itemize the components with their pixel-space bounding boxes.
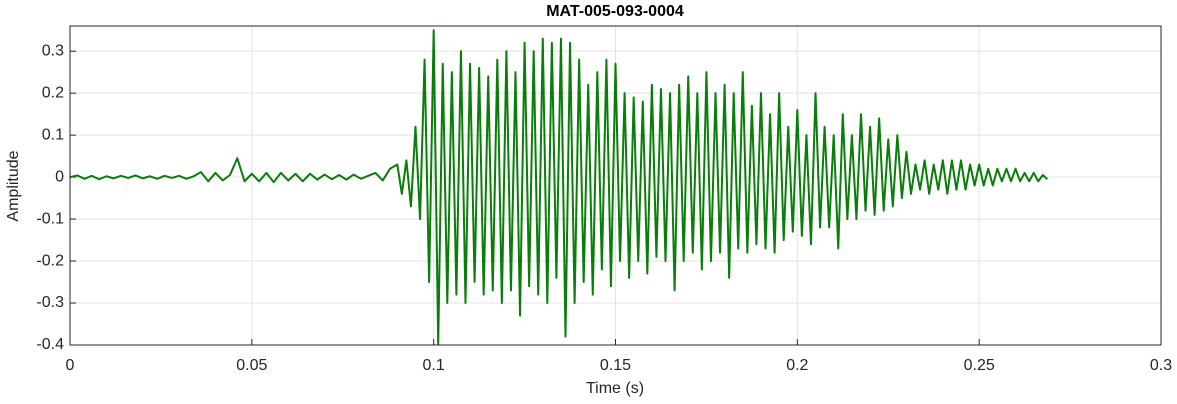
- y-tick-label: 0.3: [42, 42, 64, 59]
- y-tick-label: 0: [55, 168, 64, 185]
- chart-title: MAT-005-093-0004: [546, 3, 684, 20]
- waveform-line: [70, 29, 1049, 345]
- x-tick-label: 0.15: [600, 357, 631, 374]
- x-tick-label: 0.05: [236, 357, 267, 374]
- x-tick-label: 0.1: [423, 357, 445, 374]
- x-tick-label: 0.25: [964, 357, 995, 374]
- plot-frame: [69, 25, 1162, 346]
- y-tick-label: 0.1: [42, 126, 64, 143]
- x-tick-label: 0: [66, 357, 75, 374]
- y-axis-label: Amplitude: [5, 150, 22, 221]
- x-tick-label: 0.3: [1150, 357, 1172, 374]
- x-tick-label: 0.2: [786, 357, 808, 374]
- y-tick-label: -0.4: [36, 336, 64, 353]
- y-tick-label: -0.3: [36, 294, 64, 311]
- y-tick-label: 0.2: [42, 84, 64, 101]
- y-tick-label: -0.2: [36, 252, 64, 269]
- x-axis-label: Time (s): [586, 380, 644, 397]
- y-tick-label: -0.1: [36, 210, 64, 227]
